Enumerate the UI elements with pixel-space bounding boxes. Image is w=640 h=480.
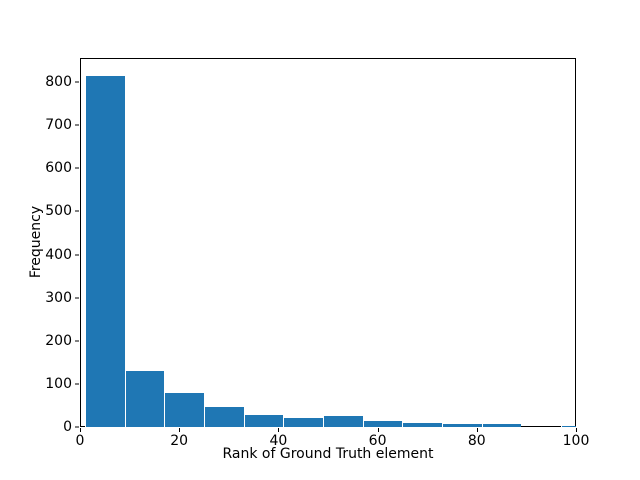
x-tick [179, 428, 181, 432]
y-tick-label: 800 [45, 74, 72, 91]
histogram-bar [84, 75, 125, 427]
x-tick [476, 428, 478, 432]
x-tick [576, 428, 577, 432]
y-tick-label: 700 [45, 117, 72, 134]
y-tick [75, 167, 79, 169]
y-tick [75, 426, 79, 428]
x-tick-label: 0 [75, 433, 85, 449]
y-tick [75, 340, 79, 342]
x-tick-label: 20 [170, 433, 189, 449]
y-tick-label: 300 [45, 289, 72, 306]
histogram-bar [283, 417, 324, 427]
x-axis-label: Rank of Ground Truth element [222, 446, 434, 462]
y-tick-label: 500 [45, 203, 72, 220]
histogram-bar [362, 421, 403, 427]
y-tick [75, 124, 79, 126]
histogram-bar [323, 415, 363, 427]
y-tick-label: 0 [63, 419, 72, 435]
histogram-bar [481, 423, 522, 427]
y-tick [75, 383, 79, 385]
histogram-bar [164, 393, 204, 427]
histogram-bar [204, 406, 244, 427]
y-tick-label: 100 [45, 375, 72, 392]
x-tick [80, 428, 81, 432]
histogram-bar [442, 423, 482, 427]
y-tick-label: 200 [45, 332, 72, 349]
x-tick [278, 428, 280, 432]
y-tick-label: 600 [45, 160, 72, 177]
y-tick-label: 400 [45, 246, 72, 263]
x-tick [377, 428, 379, 432]
y-tick [75, 81, 79, 83]
plot-area: 0 100 200 300 400 500 600 700 800 0 20 40 60 80 100 [45, 58, 589, 448]
y-tick [75, 297, 79, 299]
y-tick [75, 254, 79, 256]
x-tick-label: 60 [368, 433, 387, 449]
x-tick-label: 80 [467, 433, 486, 449]
histogram-bar [243, 414, 284, 427]
x-tick-label: 100 [562, 433, 590, 449]
histogram-bar [124, 370, 165, 427]
histogram-bar [561, 425, 576, 427]
x-tick-label: 40 [269, 433, 288, 449]
histogram-bar [402, 422, 443, 427]
y-axis-label: Frequency [28, 205, 44, 279]
y-tick [75, 210, 79, 212]
